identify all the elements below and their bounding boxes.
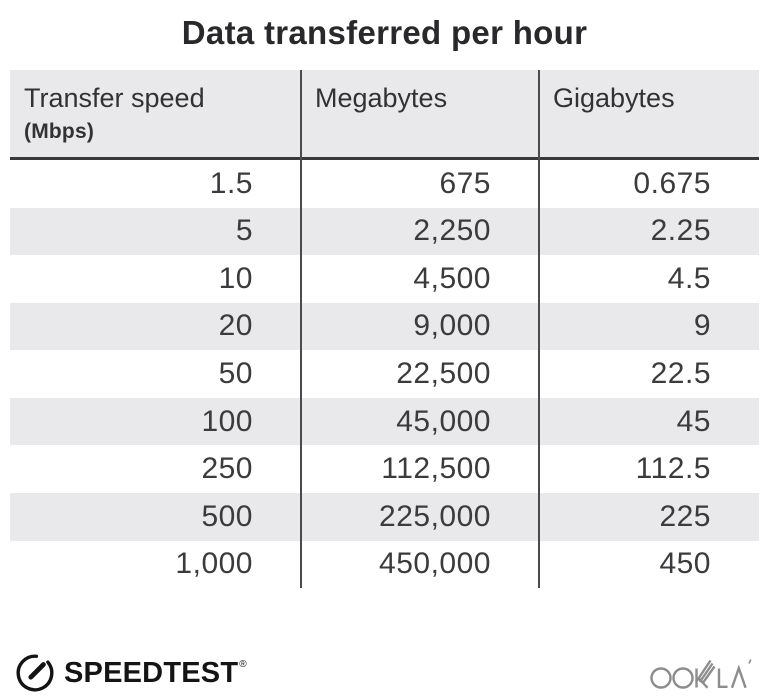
table-header-row: Transfer speed (Mbps) Megabytes Gigabyte… [10,70,759,160]
ookla-logo [649,654,753,692]
cell-transfer-speed: 50 [218,357,253,391]
table-row: 100 45,000 45 [10,397,759,446]
registered-trademark-icon: ® [239,658,247,670]
cell-transfer-speed: 10 [218,261,253,295]
table-row: 1.5 675 0.675 [10,160,759,208]
cell-gigabytes: 45 [676,404,711,438]
cell-megabytes: 112,500 [381,452,491,486]
cell-transfer-speed: 1.5 [209,166,253,200]
cell-transfer-speed: 250 [201,452,253,486]
cell-megabytes: 450,000 [379,547,491,581]
table-body: 1.5 675 0.675 5 2,250 2.25 10 4,500 4.5 20 9,000 9 5… [10,160,759,588]
cell-transfer-speed: 20 [218,309,253,343]
table-row: 250 112,500 112.5 [10,445,759,493]
speedtest-wordmark: SPEEDTEST® [64,656,247,689]
cell-transfer-speed: 5 [235,214,253,248]
cell-gigabytes: 0.675 [633,166,711,200]
table-row: 500 225,000 225 [10,492,759,541]
header-gigabytes: Gigabytes [553,83,675,113]
cell-gigabytes: 9 [693,309,711,343]
cell-gigabytes: 225 [659,499,711,533]
page-title: Data transferred per hour [181,14,588,51]
table-row: 5 2,250 2.25 [10,207,759,256]
table-row: 20 9,000 9 [10,302,759,351]
cell-megabytes: 4,500 [413,261,491,295]
header-megabytes: Megabytes [315,83,448,113]
data-table: Transfer speed (Mbps) Megabytes Gigabyte… [10,70,759,588]
cell-megabytes: 45,000 [396,404,491,438]
column-divider-2 [538,70,540,588]
cell-megabytes: 2,250 [413,214,491,248]
cell-megabytes: 675 [439,166,491,200]
table-row: 1,000 450,000 450 [10,541,759,589]
footer: SPEEDTEST® [14,650,753,696]
speedtest-logo: SPEEDTEST® [14,652,247,694]
cell-megabytes: 22,500 [396,357,491,391]
cell-transfer-speed: 100 [201,404,253,438]
table-row: 50 22,500 22.5 [10,350,759,398]
cell-gigabytes: 2.25 [650,214,711,248]
header-transfer-speed-label: Transfer speed [24,83,205,113]
column-divider-1 [300,70,302,588]
cell-gigabytes: 22.5 [650,357,711,391]
cell-transfer-speed: 500 [201,499,253,533]
speedtest-gauge-icon [14,652,56,694]
table-row: 10 4,500 4.5 [10,255,759,303]
cell-transfer-speed: 1,000 [175,547,253,581]
cell-megabytes: 9,000 [413,309,491,343]
cell-gigabytes: 4.5 [667,261,711,295]
cell-gigabytes: 112.5 [635,452,711,486]
cell-megabytes: 225,000 [379,499,491,533]
cell-gigabytes: 450 [659,547,711,581]
header-mbps-unit: (Mbps) [24,120,95,144]
header-transfer-speed: Transfer speed (Mbps) [10,70,301,157]
